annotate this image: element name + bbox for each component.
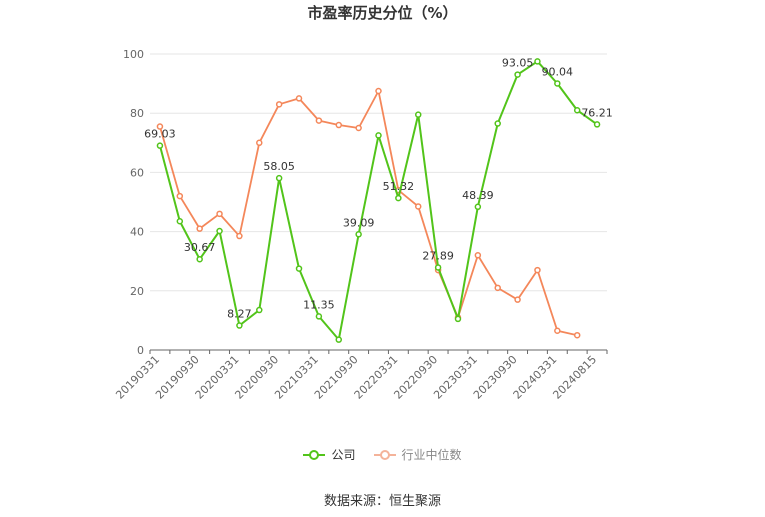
legend-label-industry-median: 行业中位数 — [401, 448, 462, 462]
data-point — [295, 265, 303, 272]
label-layer: 69.03 30.67 8.27 58.05 11.35 39.09 51.32 27.89 4… — [144, 57, 613, 321]
data-point — [236, 232, 243, 240]
x-tick-label: 20240815 — [550, 353, 599, 402]
data-point — [355, 124, 362, 132]
data-point — [494, 284, 501, 292]
series-line-1 — [159, 90, 578, 337]
data-point — [256, 306, 263, 314]
data-label: 58.05 — [263, 160, 295, 173]
data-label: 11.35 — [303, 298, 335, 311]
data-point — [315, 313, 323, 320]
data-point — [554, 80, 561, 87]
data-point — [534, 58, 541, 65]
data-point — [156, 123, 164, 130]
data-point — [196, 225, 203, 232]
data-label: 8.27 — [227, 308, 252, 321]
data-point — [216, 227, 223, 235]
y-tick-label: 0 — [137, 344, 144, 357]
data-point — [335, 121, 343, 129]
data-point — [375, 132, 382, 139]
data-label: 39.09 — [343, 216, 375, 229]
data-source: 数据来源：恒生聚源 — [323, 494, 441, 509]
data-label: 93.05 — [502, 57, 534, 70]
data-point — [335, 336, 343, 343]
data-point — [534, 266, 541, 274]
y-tick-label: 40 — [130, 226, 144, 239]
data-label: 69.03 — [144, 128, 176, 141]
data-point — [275, 101, 283, 108]
data-point — [176, 192, 184, 200]
data-point — [395, 194, 402, 202]
data-point — [573, 106, 581, 114]
data-point — [156, 142, 164, 149]
series-line-0 — [158, 60, 598, 341]
data-point — [554, 327, 561, 335]
y-tick-label: 100 — [123, 48, 144, 61]
data-label: 48.39 — [462, 189, 494, 202]
data-point — [275, 174, 283, 182]
data-point — [454, 315, 462, 323]
data-point — [256, 139, 263, 147]
data-point — [514, 296, 521, 303]
data-point — [514, 71, 521, 78]
data-point — [474, 203, 482, 211]
data-point — [375, 87, 382, 95]
y-tick-label: 20 — [130, 285, 144, 298]
legend-item-company[interactable]: 公司 — [303, 446, 356, 463]
data-point — [494, 120, 501, 127]
data-point — [295, 95, 303, 102]
data-point — [474, 252, 482, 259]
data-point — [414, 203, 422, 210]
legend-item-industry-median[interactable]: 行业中位数 — [373, 446, 462, 463]
data-point — [176, 217, 184, 225]
legend-label-company: 公司 — [331, 448, 356, 462]
y-tick-label: 60 — [130, 166, 144, 179]
chart-title: 市盈率历史分位（%） — [307, 4, 458, 22]
data-point — [593, 121, 601, 128]
y-tick-label: 80 — [130, 107, 144, 120]
data-point — [236, 322, 243, 329]
data-label: 76.21 — [581, 106, 613, 119]
data-point — [573, 331, 581, 339]
data-label: 90.04 — [542, 65, 574, 78]
data-label: 51.32 — [383, 180, 415, 193]
data-point — [216, 210, 223, 218]
grid-layer — [150, 53, 607, 292]
data-point — [315, 117, 323, 124]
data-point — [414, 111, 422, 118]
data-point — [355, 231, 362, 238]
legend-marker-company-icon — [303, 449, 326, 460]
data-point — [434, 264, 442, 271]
data-label: 30.67 — [184, 241, 216, 254]
series-layer — [156, 58, 601, 343]
data-point — [196, 255, 203, 263]
legend-marker-industry-median-icon — [373, 449, 396, 460]
data-label: 27.89 — [422, 249, 454, 262]
legend: 公司 行业中位数 — [0, 446, 765, 463]
